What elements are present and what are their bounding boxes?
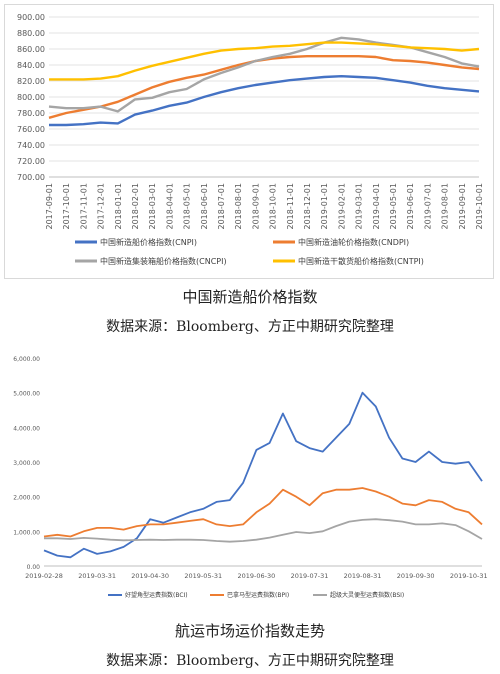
- x-tick-label: 2019-05-01: [389, 183, 398, 230]
- legend-label: 中国新造船价格指数(CNPI): [100, 237, 197, 247]
- line-chart-2: 0.00 1,000.00 2,000.00 3,000.00 4,000.00 5,00…: [13, 356, 488, 599]
- series-line-3: [44, 518, 483, 543]
- y-tick-label: 5,000.00: [13, 391, 40, 398]
- x-tick-label: 2019-09-30: [397, 572, 435, 580]
- y-tick-label: 2,000.00: [13, 495, 40, 502]
- line-chart-1: 700.00 720.00 740.00 760.00 780.00 800.00 820.…: [17, 13, 484, 266]
- series-line-1: [43, 391, 483, 559]
- y-tick-label: 840.00: [17, 61, 45, 70]
- x-tick-label: 2019-10-31: [450, 572, 488, 580]
- x-tick-label: 2019-07-31: [291, 572, 329, 580]
- y-tick-label: 720.00: [17, 157, 45, 166]
- x-tick-label: 2019-07-01: [423, 183, 432, 230]
- x-tick-label: 2019-03-01: [355, 183, 364, 230]
- x-tick-label: 2019-04-01: [372, 183, 381, 230]
- x-tick-label: 2019-02-28: [25, 572, 63, 580]
- series-line-4: [49, 41, 480, 81]
- x-tick-label: 2019-10-01: [475, 183, 484, 230]
- x-tick-label: 2017-09-01: [45, 183, 54, 230]
- x-tick-label: 2018-06-01: [200, 183, 209, 230]
- x-tick-label: 2017-12-01: [97, 183, 106, 230]
- legend-label: 中国新造油轮价格指数(CNDPI): [298, 237, 409, 247]
- x-tick-label: 2018-07-01: [217, 183, 226, 230]
- x-tick-label: 2019-06-30: [237, 572, 275, 580]
- y-tick-label: 4,000.00: [13, 425, 40, 432]
- x-tick-label: 2018-12-01: [303, 183, 312, 230]
- x-tick-label: 2019-05-31: [184, 572, 222, 580]
- y-tick-label: 800.00: [17, 93, 45, 102]
- y-tick-label: 880.00: [17, 29, 45, 38]
- y-tick-label: 0.00: [27, 564, 41, 571]
- x-tick-label: 2019-09-01: [458, 183, 467, 230]
- y-tick-label: 3,000.00: [13, 460, 40, 467]
- x-tick-label: 2018-03-01: [148, 183, 157, 230]
- legend-label: 好望角型运费指数(BCI): [125, 591, 188, 599]
- series-line-1: [49, 74, 480, 127]
- x-tick-label: 2018-11-01: [286, 183, 295, 230]
- data-source: 数据来源：Bloomberg、方正中期研究院整理: [106, 319, 394, 335]
- x-tick-label: 2019-02-01: [337, 183, 346, 230]
- y-tick-label: 820.00: [17, 77, 45, 86]
- x-tick-label: 2018-08-01: [234, 183, 243, 230]
- y-tick-label: 780.00: [17, 109, 45, 118]
- y-tick-label: 740.00: [17, 141, 45, 150]
- x-tick-label: 2018-01-01: [114, 183, 123, 230]
- y-tick-label: 700.00: [17, 173, 45, 182]
- x-tick-label: 2019-04-30: [131, 572, 169, 580]
- x-tick-label: 2019-08-31: [344, 572, 382, 580]
- y-tick-label: 860.00: [17, 45, 45, 54]
- legend-label: 中国新造集装箱船价格指数(CNCPI): [100, 256, 227, 266]
- x-tick-label: 2019-03-31: [78, 572, 116, 580]
- x-tick-label: 2018-05-01: [183, 183, 192, 230]
- y-tick-label: 900.00: [17, 13, 45, 22]
- legend-label: 超级大灵便型运费指数(BSI): [330, 591, 404, 599]
- x-tick-label: 2018-02-01: [131, 183, 140, 230]
- x-tick-label: 2017-10-01: [62, 183, 71, 230]
- y-tick-label: 6,000.00: [13, 356, 40, 363]
- chart-new-ship-price-index: 700.00 720.00 740.00 760.00 780.00 800.00 820.…: [4, 4, 494, 279]
- x-tick-label: 2017-11-01: [79, 183, 88, 230]
- x-tick-label: 2018-09-01: [251, 183, 260, 230]
- chart-caption: 航运市场运价指数走势: [174, 622, 325, 640]
- y-tick-label: 1,000.00: [13, 529, 40, 536]
- legend-label: 中国新造干散货船价格指数(CNTPI): [298, 256, 424, 266]
- x-tick-label: 2018-04-01: [165, 183, 174, 230]
- legend-label: 巴拿马型运费指数(BPI): [227, 591, 289, 599]
- x-tick-label: 2019-01-01: [320, 183, 329, 230]
- x-tick-label: 2019-06-01: [406, 183, 415, 230]
- data-source: 数据来源：Bloomberg、方正中期研究院整理: [106, 653, 394, 669]
- series-line-2: [43, 487, 483, 538]
- x-tick-label: 2019-08-01: [441, 183, 450, 230]
- x-tick-label: 2018-10-01: [269, 183, 278, 230]
- y-tick-label: 760.00: [17, 125, 45, 134]
- chart-shipping-freight-index: 0.00 1,000.00 2,000.00 3,000.00 4,000.00 5,00…: [8, 344, 492, 612]
- chart-caption: 中国新造船价格指数: [182, 288, 318, 306]
